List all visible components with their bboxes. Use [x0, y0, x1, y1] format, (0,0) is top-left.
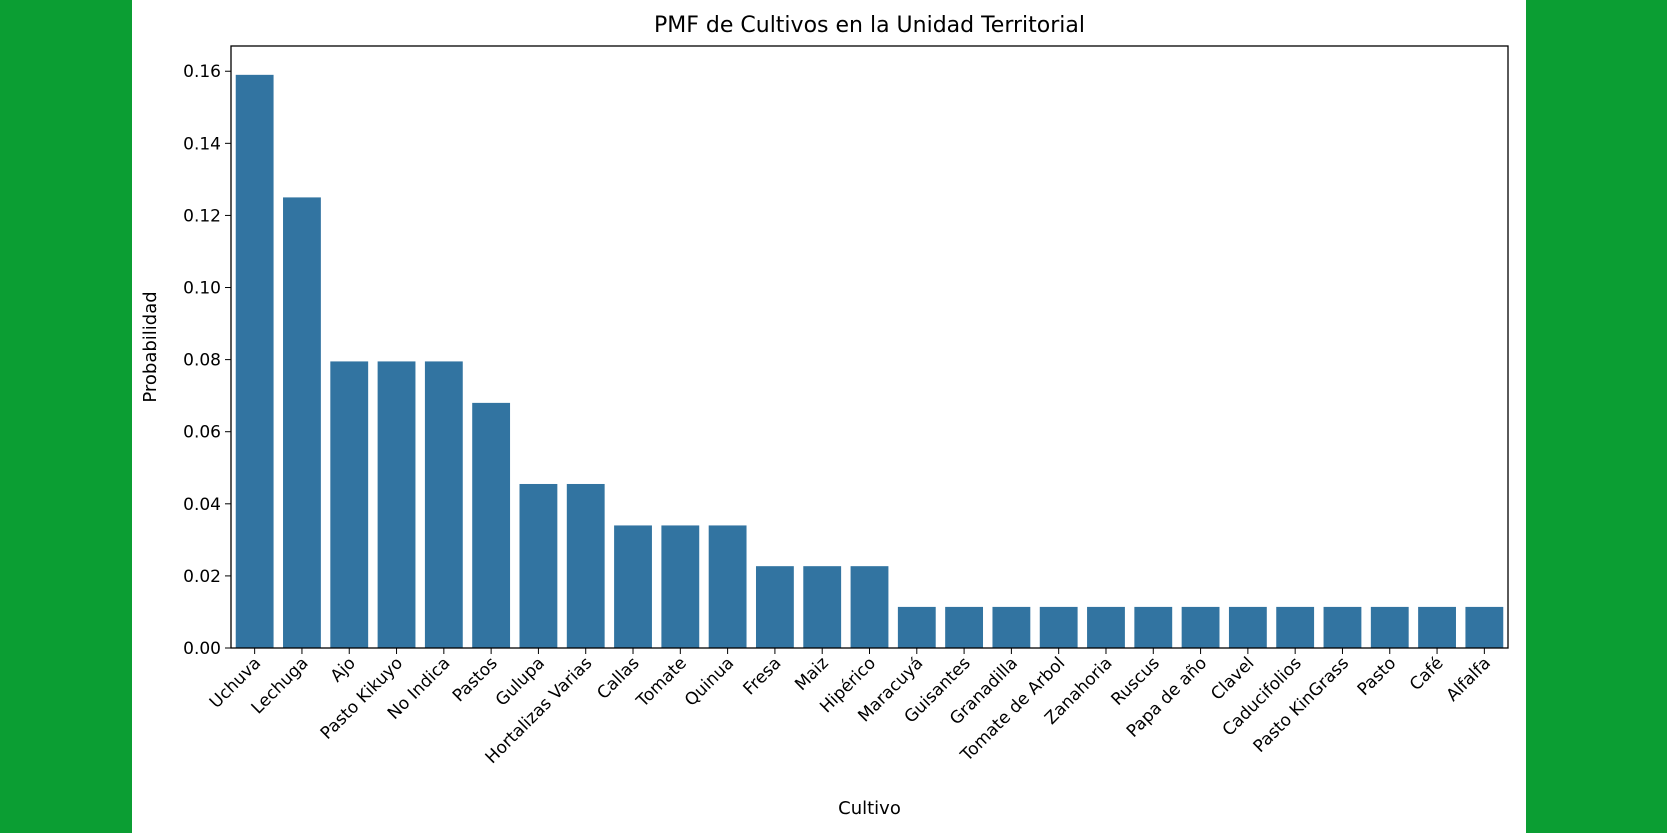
bar [803, 566, 842, 648]
bar [1370, 606, 1409, 648]
x-axis-label: Cultivo [838, 798, 901, 819]
chart-panel: Uchuva Lechuga Ajo Pasto Kikuyo No Indica Pas… [132, 0, 1526, 833]
plot-frame [230, 45, 1509, 649]
y-tick-label: 0.10 [183, 279, 221, 299]
bars-layer [235, 74, 1504, 649]
bar [1039, 606, 1078, 648]
y-tick-label: 0.00 [183, 639, 221, 659]
bar [330, 361, 369, 648]
bar [945, 606, 984, 648]
bar [1323, 606, 1362, 648]
y-tick-label: 0.12 [183, 206, 221, 226]
bar [1228, 606, 1267, 648]
x-tick-label: Tomate [632, 653, 691, 712]
y-tick-label: 0.02 [183, 567, 221, 587]
chart-title: PMF de Cultivos en la Unidad Territorial [654, 13, 1085, 38]
x-tick-label: Alfalfa [1443, 653, 1495, 705]
x-tick-label: Pasto Kikuyo [317, 653, 407, 743]
bar [519, 483, 558, 648]
y-axis-label: Probabilidad [140, 291, 161, 402]
bar [1134, 606, 1173, 648]
x-tick-label: Fresa [740, 653, 786, 699]
bar [377, 361, 416, 648]
bar [1418, 606, 1456, 648]
bar [897, 606, 936, 648]
bar [235, 74, 274, 649]
bar [1276, 606, 1315, 648]
y-tick-label: 0.04 [183, 495, 221, 515]
x-tick-label: Café [1406, 653, 1448, 695]
x-tick-label: Quinua [681, 653, 738, 710]
bar [992, 606, 1031, 648]
bar [850, 566, 889, 648]
bar [1181, 606, 1220, 648]
bar [708, 525, 747, 648]
bar [1087, 606, 1125, 648]
y-tick-label: 0.16 [183, 62, 221, 82]
y-tick-label: 0.14 [183, 134, 221, 154]
x-tick-label: Maiz [791, 653, 833, 695]
bar [755, 566, 794, 648]
x-tick-label: Ajo [327, 653, 360, 686]
y-tick-label: 0.08 [183, 351, 221, 371]
bar [1465, 606, 1504, 648]
bar [661, 525, 700, 648]
x-tick-label: Pasto [1354, 653, 1401, 700]
bar [472, 402, 511, 648]
y-tick-label: 0.06 [183, 423, 221, 443]
bar [566, 483, 605, 648]
bar [614, 525, 652, 648]
bar [283, 197, 321, 649]
bar [424, 361, 463, 648]
